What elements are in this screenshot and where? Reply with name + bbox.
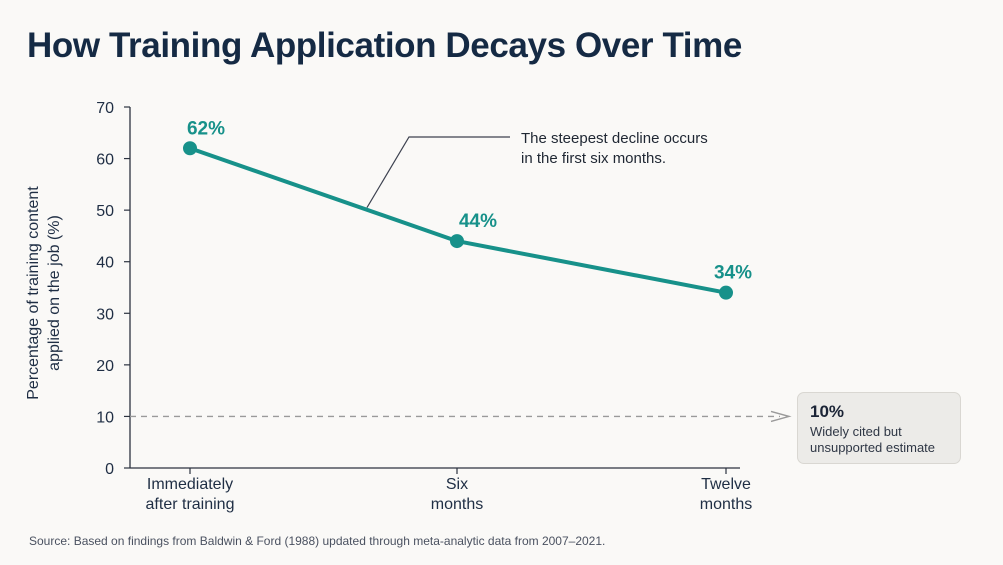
x-tick-label: after training — [146, 496, 235, 513]
y-tick-label: 0 — [105, 461, 114, 478]
y-tick-label: 30 — [96, 306, 114, 323]
data-label: 62% — [187, 118, 225, 139]
axes: 0 10 20 30 40 50 60 70 Immediately after training… — [96, 100, 752, 513]
y-tick-label: 70 — [96, 100, 114, 117]
x-tick-label: months — [431, 496, 483, 513]
data-point — [450, 234, 464, 249]
data-point — [719, 285, 733, 300]
annotation-text: in the first six months. — [521, 150, 666, 167]
annotation-leader — [366, 136, 510, 208]
source-note: Source: Based on findings from Baldwin &… — [29, 534, 606, 548]
reference-callout-note-line-1: Widely cited but — [810, 424, 902, 439]
y-tick-label: 40 — [96, 255, 114, 272]
y-tick-label: 20 — [96, 358, 114, 375]
annotation-group: The steepest decline occurs in the first … — [366, 130, 708, 208]
annotation-text: The steepest decline occurs — [521, 130, 708, 147]
reference-arrowhead — [770, 410, 792, 423]
y-tick-label: 10 — [96, 409, 114, 426]
y-tick-label: 50 — [96, 203, 114, 220]
x-tick-label: Six — [446, 476, 468, 493]
chart-title: How Training Application Decays Over Tim… — [27, 26, 742, 65]
reference-callout-value: 10% — [810, 402, 845, 421]
y-tick-label: 60 — [96, 152, 114, 169]
x-tick-label: Twelve — [701, 476, 751, 493]
series-group: 62% 44% 34% — [183, 118, 752, 300]
reference-callout-note-line-2: unsupported estimate — [810, 440, 936, 455]
data-label: 44% — [459, 211, 497, 232]
x-tick-label: months — [700, 496, 752, 513]
reference-callout: 10% Widely cited but unsupported estimat… — [797, 392, 961, 464]
data-point — [183, 141, 197, 156]
data-label: 34% — [714, 263, 752, 284]
reference-line-group — [130, 410, 792, 423]
x-tick-label: Immediately — [147, 476, 233, 493]
